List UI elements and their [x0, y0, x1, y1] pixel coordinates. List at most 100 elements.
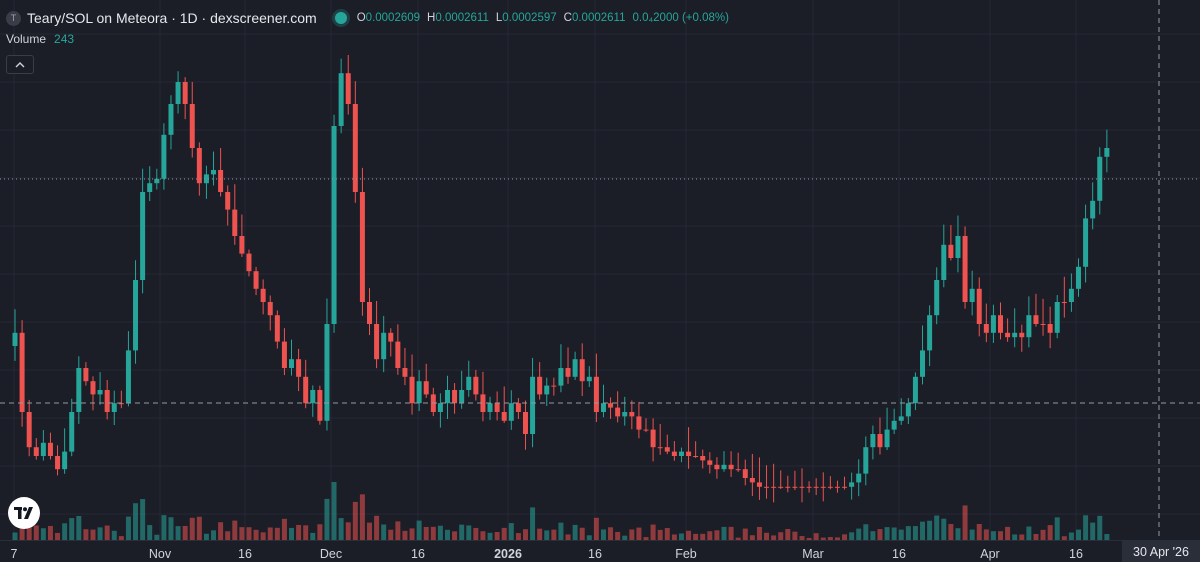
candle-body	[104, 390, 110, 412]
x-axis-tick-label: 16	[892, 547, 906, 561]
volume-bar	[62, 523, 68, 540]
candle-body	[522, 412, 528, 434]
volume-bar	[650, 524, 656, 540]
x-axis-tick-label: 16	[238, 547, 252, 561]
volume-bar	[260, 532, 266, 540]
volume-bar	[537, 528, 543, 540]
candle-body	[856, 473, 862, 483]
volume-bar	[508, 523, 514, 540]
candle-body	[1090, 200, 1096, 219]
volume-bar	[1012, 534, 1018, 540]
candle-body	[211, 170, 217, 175]
volume-bar	[430, 526, 436, 540]
candle-body	[1068, 288, 1074, 302]
volume-bar	[749, 535, 755, 540]
volume-bar	[785, 529, 791, 540]
volume-bar	[565, 534, 571, 540]
candle-body	[849, 482, 855, 487]
candle-body	[232, 209, 238, 236]
candle-body	[367, 302, 372, 324]
volume-bar	[969, 529, 975, 540]
volume-value: 243	[54, 32, 75, 46]
volume-bar	[983, 529, 989, 540]
candle-body	[544, 385, 550, 395]
volume-bar	[799, 536, 805, 540]
candle-body	[586, 376, 592, 382]
volume-bar	[870, 531, 876, 540]
volume-bar	[1026, 526, 1032, 540]
candle-body	[905, 403, 911, 417]
volume-bar	[586, 535, 592, 540]
volume-bar	[303, 525, 309, 540]
candle-body	[813, 486, 819, 488]
candle-body	[416, 381, 422, 404]
ohlc-high-value: 0.0002611	[435, 12, 489, 24]
candle-body	[912, 376, 918, 404]
collapse-legend-button[interactable]	[6, 55, 34, 74]
candle-body	[764, 486, 770, 488]
volume-bar	[175, 526, 181, 540]
candle-body	[402, 368, 408, 377]
candle-body	[26, 412, 32, 448]
ohlc-low-key: L	[495, 12, 503, 24]
candle-body	[565, 368, 571, 377]
candle-body	[267, 302, 273, 316]
candle-body	[459, 390, 465, 404]
volume-bar	[416, 520, 422, 540]
volume-bar	[515, 533, 521, 540]
volume-bar	[90, 529, 96, 540]
volume-bar	[544, 530, 550, 540]
candle-body	[572, 359, 578, 377]
volume-bar	[530, 507, 536, 540]
volume-bar	[289, 527, 295, 540]
volume-bar	[827, 537, 833, 540]
candle-body	[203, 174, 209, 184]
candle-body	[225, 192, 231, 210]
volume-bar	[239, 527, 245, 540]
volume-bar	[905, 526, 911, 540]
candle-body	[877, 434, 883, 448]
volume-bar	[374, 515, 380, 540]
candle-body	[1040, 324, 1046, 325]
candle-body	[920, 350, 926, 377]
tradingview-logo[interactable]	[8, 497, 40, 529]
ohlc-open-key: O	[356, 12, 366, 24]
volume-bar	[849, 532, 855, 540]
volume-bar	[1090, 522, 1096, 540]
volume-bar	[324, 498, 330, 540]
volume-bar	[912, 526, 918, 540]
volume-bar	[154, 534, 160, 540]
candle-body	[97, 390, 103, 395]
x-axis-tick-label: 16	[1069, 547, 1083, 561]
candle-body	[756, 482, 762, 487]
volume-bar	[629, 529, 635, 540]
volume-bar	[941, 518, 947, 540]
candle-body	[1097, 156, 1103, 201]
volume-bar	[182, 525, 188, 540]
ohlc-close-value: 0.0002611	[571, 12, 626, 24]
candle-body	[246, 253, 252, 272]
volume-bar	[133, 503, 139, 540]
volume-bar	[246, 527, 252, 540]
candle-body	[622, 412, 628, 417]
volume-bar	[707, 531, 713, 540]
candle-body	[728, 464, 734, 470]
volume-bar	[395, 521, 401, 540]
volume-bar	[1097, 515, 1103, 540]
candle-body	[1005, 332, 1011, 338]
volume-bar	[721, 526, 727, 540]
candle-body	[707, 460, 713, 465]
candle-body	[515, 403, 521, 412]
volume-bar	[466, 525, 472, 540]
candle-body	[778, 486, 784, 488]
market-status-icon[interactable]	[334, 12, 347, 24]
volume-bar	[771, 535, 777, 540]
volume-bar	[196, 516, 202, 540]
x-axis-tick-label: 16	[411, 547, 425, 561]
volume-bar	[444, 529, 450, 540]
candle-body	[296, 359, 302, 377]
volume-bar	[990, 531, 996, 540]
volume-bar	[735, 537, 741, 540]
volume-bar	[558, 522, 564, 540]
